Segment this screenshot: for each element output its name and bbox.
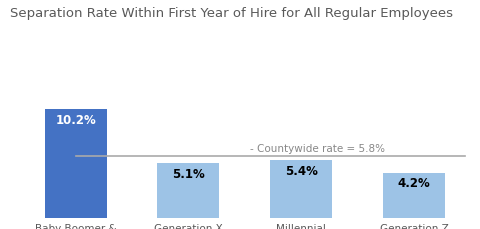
Bar — [45, 109, 107, 218]
Bar — [383, 173, 445, 218]
Text: 10.2%: 10.2% — [55, 113, 96, 126]
Text: - Countywide rate = 5.8%: - Countywide rate = 5.8% — [251, 143, 385, 153]
Text: 5.1%: 5.1% — [172, 167, 205, 180]
Text: 4.2%: 4.2% — [397, 177, 431, 190]
Bar — [157, 163, 219, 218]
Bar — [270, 160, 332, 218]
Text: Separation Rate Within First Year of Hire for All Regular Employees: Separation Rate Within First Year of Hir… — [10, 7, 453, 20]
Text: 5.4%: 5.4% — [285, 164, 318, 177]
